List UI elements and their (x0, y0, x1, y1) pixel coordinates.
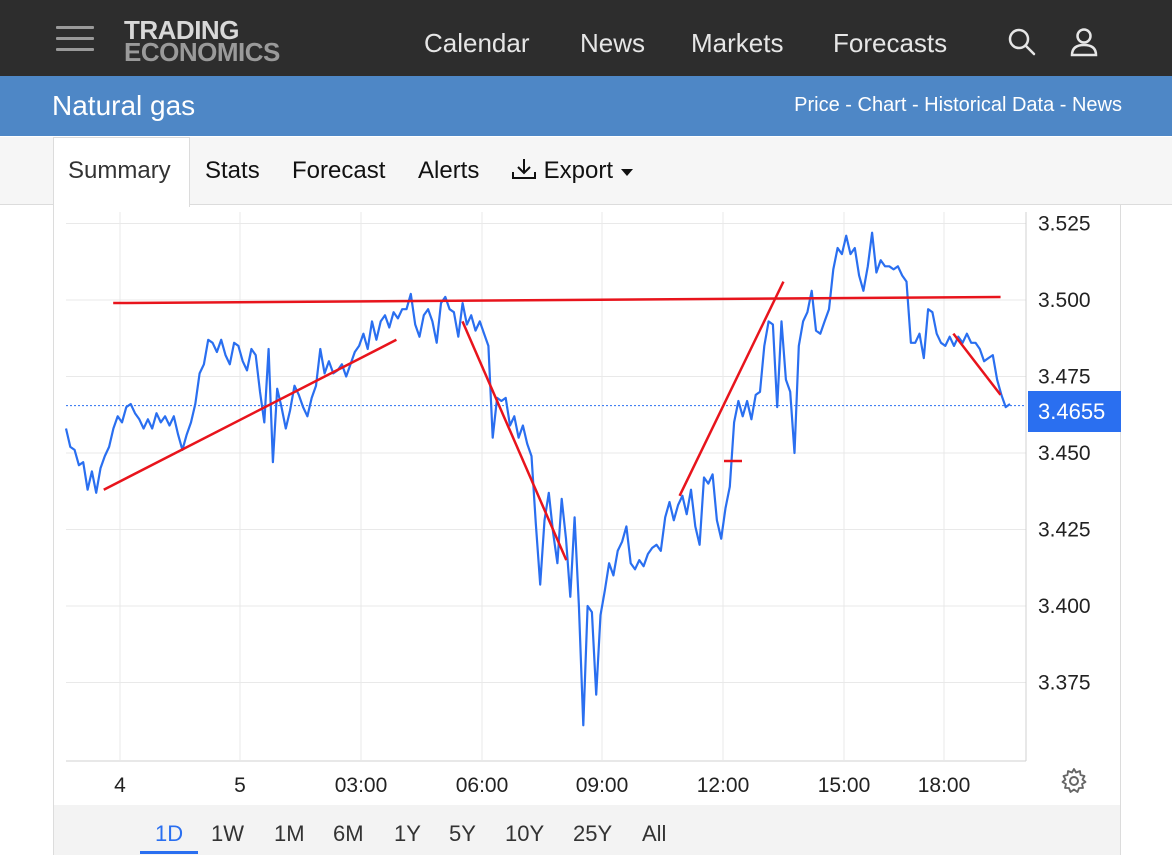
range-1w[interactable]: 1W (211, 821, 244, 846)
user-icon[interactable] (1068, 26, 1100, 58)
nav-forecasts[interactable]: Forecasts (833, 28, 948, 58)
nav-markets[interactable]: Markets (691, 28, 784, 58)
chart-panel (53, 205, 1121, 805)
range-1m[interactable]: 1M (274, 821, 305, 846)
tab-alerts[interactable]: Alerts (418, 157, 480, 184)
tab-summary[interactable]: Summary (68, 157, 171, 184)
tab-active-background (53, 137, 190, 207)
instrument-title-bar (0, 76, 1172, 136)
tab-bar (0, 137, 1172, 205)
range-1y[interactable]: 1Y (394, 821, 421, 846)
page-title: Natural gas (52, 90, 196, 121)
time-range-bar (53, 805, 1121, 855)
range-5y[interactable]: 5Y (449, 821, 476, 846)
range-6m[interactable]: 6M (333, 821, 364, 846)
caret-down-icon (620, 169, 633, 176)
export-dropdown[interactable]: Export (511, 157, 634, 185)
hamburger-menu-icon[interactable] (56, 26, 94, 56)
current-price-tag: 3.4655 (1028, 391, 1121, 432)
tab-forecast[interactable]: Forecast (292, 157, 386, 184)
top-navigation-bar (0, 0, 1172, 76)
tab-stats[interactable]: Stats (205, 157, 260, 184)
logo-text-economics: ECONOMICS (124, 37, 280, 67)
search-icon[interactable] (1006, 26, 1038, 58)
range-25y[interactable]: 25Y (573, 821, 613, 846)
nav-news[interactable]: News (580, 28, 646, 58)
range-all[interactable]: All (642, 821, 667, 846)
range-1d[interactable]: 1D (155, 821, 184, 846)
breadcrumb-links[interactable]: Price - Chart - Historical Data - News (794, 94, 1122, 116)
download-icon (512, 159, 536, 179)
nav-calendar[interactable]: Calendar (424, 28, 530, 58)
export-label: Export (543, 157, 614, 184)
trading-economics-logo[interactable]: TRADING ECONOMICS (124, 15, 280, 67)
range-10y[interactable]: 10Y (505, 821, 545, 846)
logo-text-trading: TRADING (124, 15, 239, 45)
active-range-indicator (140, 851, 198, 854)
chart-settings-gear-icon[interactable] (1060, 767, 1088, 795)
